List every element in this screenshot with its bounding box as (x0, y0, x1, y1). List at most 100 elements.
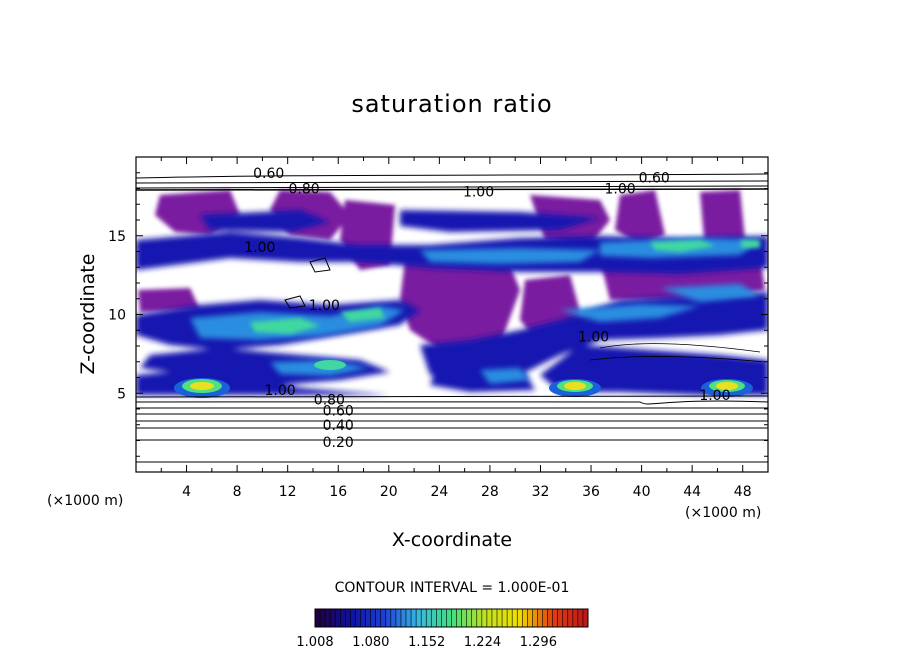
colorbar-swatch (335, 609, 341, 627)
colorbar-swatch (411, 609, 417, 627)
colorbar-swatch (527, 609, 533, 627)
z-unit-label: (×1000 m) (47, 493, 123, 509)
colorbar-tick-label: 1.296 (520, 635, 557, 650)
colorbar-swatch (562, 609, 569, 627)
colorbar-swatch (320, 609, 326, 627)
colorbar-swatch (497, 609, 503, 627)
colorbar-swatch (582, 609, 589, 627)
x-axis-ticks: 4 8 12 16 20 24 28 32 36 40 44 48 (160, 157, 752, 500)
colorbar-swatch (315, 609, 321, 627)
contour-label: 1.00 (463, 185, 494, 201)
contour-label: 0.40 (323, 418, 354, 434)
chart-title: saturation ratio (351, 90, 552, 118)
x-tick-label: 20 (380, 484, 398, 500)
x-tick-label: 16 (329, 484, 347, 500)
colorbar-swatch (426, 609, 432, 627)
colorbar-tick-label: 1.080 (352, 635, 389, 650)
contour-label: 1.00 (605, 182, 636, 198)
colorbar-swatch (451, 609, 458, 627)
colorbar-tick-label: 1.008 (296, 635, 333, 650)
x-tick-label: 44 (683, 484, 701, 500)
colorbar-swatch (456, 609, 463, 627)
colorbar-swatch (502, 609, 508, 627)
contour-label: 0.60 (323, 404, 354, 420)
colorbar-swatch (385, 609, 392, 627)
colorbar-tick-label: 1.152 (408, 635, 445, 650)
contour-label: 1.00 (699, 388, 730, 404)
colorbar-swatch (431, 609, 437, 627)
colorbar-swatch (446, 609, 452, 627)
contour-label: 1.00 (265, 383, 296, 399)
saturation-field (136, 157, 768, 472)
colorbar-swatch (486, 609, 493, 627)
y-axis-label: Z-coordinate (77, 254, 99, 375)
colorbar-swatch (476, 609, 483, 627)
colorbar-swatch (330, 609, 336, 627)
x-unit-label: (×1000 m) (685, 505, 761, 521)
base-cells (174, 360, 753, 398)
colorbar-swatch (542, 609, 549, 627)
colorbar-swatch (567, 609, 574, 627)
colorbar-swatch (522, 609, 528, 627)
colorbar-swatch (572, 609, 579, 627)
colorbar-swatch (507, 609, 513, 627)
x-tick-label: 28 (481, 484, 499, 500)
colorbar-swatch (325, 609, 331, 627)
colorbar-swatch (400, 609, 407, 627)
contour-label: 0.60 (639, 170, 670, 186)
y-tick-label: 10 (108, 308, 126, 324)
x-tick-label: 24 (430, 484, 448, 500)
colorbar-swatch (481, 609, 488, 627)
colorbar-swatch (421, 609, 427, 627)
x-tick-label: 8 (233, 484, 242, 500)
colorbar-swatch (406, 609, 412, 627)
x-tick-label: 32 (532, 484, 550, 500)
contour-label: 1.00 (244, 240, 275, 256)
colorbar-swatch (355, 609, 361, 627)
colorbar-swatch (350, 609, 356, 627)
colorbar-tick-labels: 1.008 1.080 1.152 1.224 1.296 (296, 635, 557, 650)
contour-lines (136, 173, 768, 463)
contour-label: 0.80 (314, 393, 345, 409)
x-tick-label: 4 (182, 484, 191, 500)
colorbar-swatch (491, 609, 498, 627)
contour-label: 0.20 (323, 435, 354, 451)
contour-label: 0.60 (253, 166, 284, 182)
colorbar-swatch (416, 609, 422, 627)
colorbar-swatch (512, 609, 518, 627)
colorbar-swatch (552, 609, 559, 627)
x-tick-label: 12 (279, 484, 297, 500)
x-tick-label: 48 (734, 484, 752, 500)
colorbar-frame (314, 608, 589, 628)
colorbar-swatch (436, 609, 442, 627)
purple-regions (138, 190, 765, 350)
colorbar-swatch (461, 609, 468, 627)
colorbar-swatch (340, 609, 346, 627)
colorbar-swatch (370, 609, 377, 627)
contour-interval-label: CONTOUR INTERVAL = 1.000E-01 (335, 580, 570, 596)
y-axis-ticks: 5 10 15 (108, 172, 768, 457)
colorbar (314, 608, 589, 628)
colorbar-swatch (441, 609, 447, 627)
contour-label: 1.00 (309, 298, 340, 314)
contour-label: 0.80 (289, 182, 320, 198)
colorbar-swatch (557, 609, 564, 627)
green-cores (250, 240, 760, 334)
colorbar-swatch (537, 609, 543, 627)
colorbar-swatch (466, 609, 473, 627)
colorbar-swatch (547, 609, 554, 627)
colorbar-swatch (380, 609, 387, 627)
contour-label: 1.00 (578, 330, 609, 346)
y-tick-label: 5 (117, 386, 126, 402)
colorbar-swatch (365, 609, 372, 627)
colorbar-swatch (471, 609, 478, 627)
colorbar-swatch (390, 609, 397, 627)
x-tick-label: 36 (582, 484, 600, 500)
colorbar-swatch (345, 609, 351, 627)
y-tick-label: 15 (108, 229, 126, 245)
contour-labels: 0.600.80 1.00 1.000.601.001.001.001.00 1.00… (244, 166, 730, 451)
x-tick-label: 40 (633, 484, 651, 500)
colorbar-swatch (375, 609, 382, 627)
colorbar-swatch (395, 609, 402, 627)
